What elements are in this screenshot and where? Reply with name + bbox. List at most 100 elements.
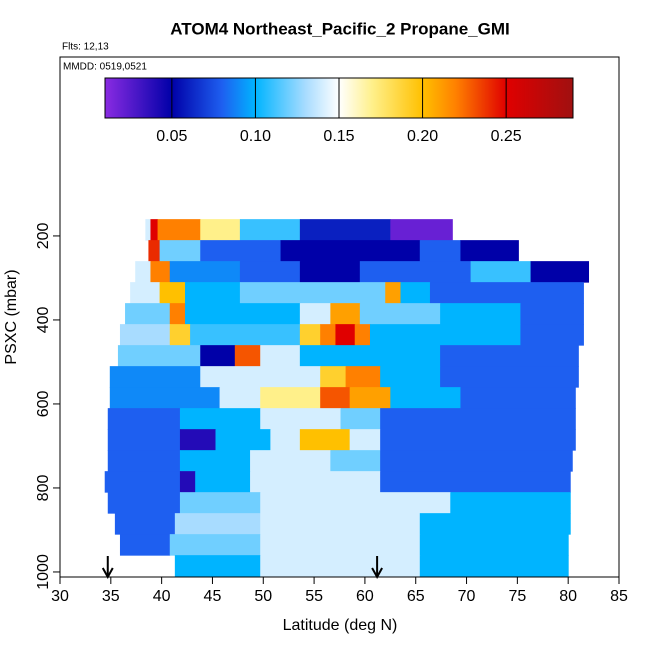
- cell: [340, 408, 381, 430]
- cell: [380, 450, 573, 472]
- cell: [179, 471, 196, 493]
- cell: [520, 324, 584, 346]
- arrow-head: [101, 567, 114, 580]
- cell: [200, 345, 236, 367]
- cell: [114, 513, 176, 535]
- cell: [299, 429, 351, 451]
- cell: [369, 324, 521, 346]
- arrow: [371, 556, 383, 580]
- x-tick-label: 30: [51, 588, 69, 605]
- cell: [419, 534, 569, 556]
- cell: [390, 387, 461, 409]
- cell: [107, 492, 181, 514]
- cell: [299, 303, 331, 325]
- y-tick-label: 800: [35, 475, 52, 502]
- annotation: MMDD: 0519,0521: [63, 62, 147, 73]
- cell: [270, 429, 301, 451]
- cell: [260, 492, 451, 514]
- cell: [440, 303, 521, 325]
- cell: [260, 387, 321, 409]
- cell: [419, 555, 569, 577]
- x-tick-label: 45: [204, 588, 222, 605]
- cell: [330, 303, 361, 325]
- cell: [385, 282, 401, 304]
- arrow-head: [371, 567, 383, 580]
- cell: [260, 513, 421, 535]
- cell: [239, 261, 301, 283]
- cell: [345, 366, 381, 388]
- cell: [354, 324, 371, 346]
- cell: [530, 261, 590, 283]
- cell: [145, 219, 151, 241]
- cell: [150, 261, 171, 283]
- colorbar-tick-label: 0.10: [240, 128, 271, 145]
- x-tick-label: 75: [508, 588, 526, 605]
- cell: [460, 387, 576, 409]
- cell: [148, 240, 161, 262]
- cell: [390, 219, 453, 241]
- cell: [239, 282, 386, 304]
- cell: [200, 366, 321, 388]
- cell: [159, 240, 201, 262]
- cell: [104, 471, 181, 493]
- cell: [117, 345, 201, 367]
- cell: [185, 282, 241, 304]
- cell: [380, 366, 441, 388]
- y-tick-label: 400: [35, 306, 52, 333]
- cell: [349, 429, 381, 451]
- x-tick-label: 70: [458, 588, 476, 605]
- cell: [234, 345, 261, 367]
- cell: [179, 492, 261, 514]
- x-tick-label: 60: [356, 588, 374, 605]
- cell: [450, 492, 571, 514]
- cell: [280, 240, 421, 262]
- cell: [195, 471, 251, 493]
- cell: [359, 261, 472, 283]
- cell: [174, 513, 261, 535]
- x-tick-label: 65: [407, 588, 425, 605]
- cell: [109, 387, 221, 409]
- cell: [219, 387, 261, 409]
- cell: [299, 219, 391, 241]
- cell: [179, 408, 261, 430]
- cell: [169, 324, 191, 346]
- x-tick-label: 85: [610, 588, 628, 605]
- y-tick-label: 1000: [35, 554, 52, 590]
- cell: [380, 408, 576, 430]
- cell: [320, 324, 336, 346]
- cell: [200, 219, 241, 241]
- cell: [107, 429, 181, 451]
- cell: [520, 303, 584, 325]
- cell: [335, 324, 356, 346]
- y-tick-label: 200: [35, 222, 52, 249]
- cell: [299, 261, 361, 283]
- cell: [400, 282, 431, 304]
- y-axis-label: PSXC (mbar): [3, 269, 20, 364]
- cell: [107, 408, 181, 430]
- cell: [419, 240, 461, 262]
- colorbar-tick-label: 0.15: [323, 128, 354, 145]
- x-tick-label: 80: [559, 588, 577, 605]
- cell: [380, 429, 576, 451]
- cell: [359, 303, 441, 325]
- cell: [470, 261, 532, 283]
- cell: [157, 219, 201, 241]
- cell: [107, 450, 181, 472]
- cell: [460, 240, 519, 262]
- annotation: Flts: 12,13: [62, 42, 109, 53]
- cell: [109, 366, 201, 388]
- cell: [130, 282, 161, 304]
- cell: [119, 324, 171, 346]
- colorbar-tick-label: 0.20: [407, 128, 438, 145]
- cell: [179, 429, 217, 451]
- cell: [440, 345, 579, 367]
- cell: [260, 408, 342, 430]
- cell: [169, 303, 186, 325]
- cell: [119, 534, 171, 556]
- cell: [200, 240, 282, 262]
- cell: [239, 219, 301, 241]
- x-tick-label: 55: [305, 588, 323, 605]
- chart-title: ATOM4 Northeast_Pacific_2 Propane_GMI: [170, 19, 509, 38]
- cell: [185, 303, 301, 325]
